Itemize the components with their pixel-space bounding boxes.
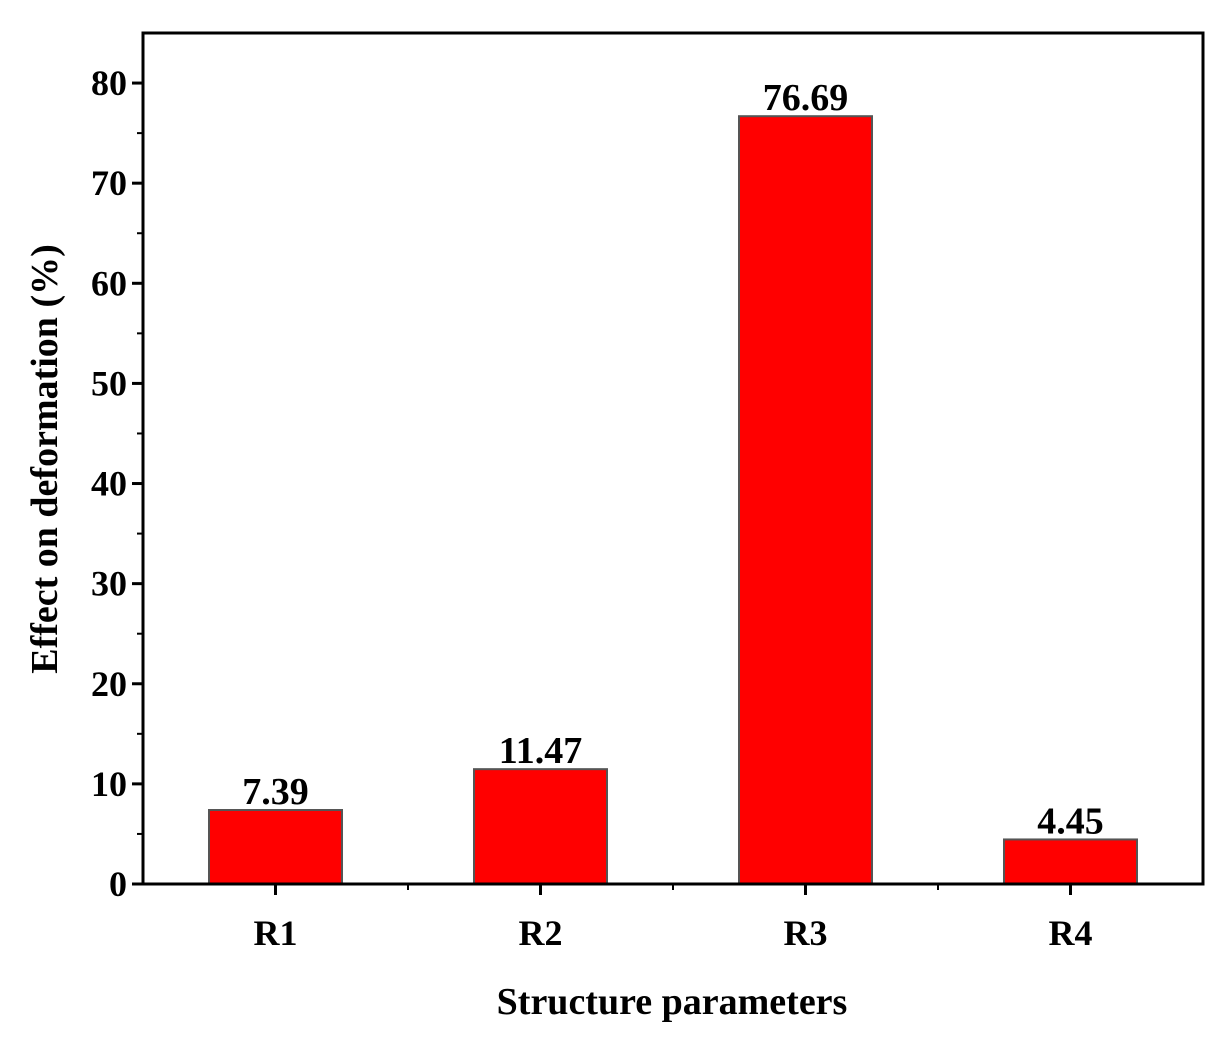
plot-frame <box>141 31 1205 886</box>
y-tick-label-80: 80 <box>91 63 127 103</box>
bar-r4 <box>1003 838 1138 885</box>
data-label-r2: 11.47 <box>499 730 582 772</box>
y-tick-label-40: 40 <box>91 464 127 504</box>
y-axis-title: Effect on deformation (%) <box>24 244 66 674</box>
data-label-r3: 76.69 <box>763 77 849 119</box>
data-label-r1: 7.39 <box>242 771 309 813</box>
y-tick-label-10: 10 <box>91 764 127 804</box>
y-tick-label-0: 0 <box>109 864 127 904</box>
bar-r3 <box>738 115 873 886</box>
x-axis-title: Structure parameters <box>497 981 848 1023</box>
data-labels-layer: 7.39 11.47 76.69 4.45 <box>242 77 1104 842</box>
x-tick-label-r4: R4 <box>1049 913 1093 953</box>
y-tick-label-60: 60 <box>91 263 127 303</box>
x-tick-label-r1: R1 <box>254 913 298 953</box>
data-label-r4: 4.45 <box>1037 800 1104 842</box>
axes-layer: R1 R2 R3 R4 0 10 20 30 40 50 60 70 80 <box>91 31 1205 953</box>
y-tick-label-30: 30 <box>91 564 127 604</box>
bar-r2 <box>473 768 608 885</box>
x-tick-label-r3: R3 <box>784 913 828 953</box>
x-tick-label-r2: R2 <box>519 913 563 953</box>
bars-layer <box>208 115 1138 886</box>
y-tick-label-50: 50 <box>91 363 127 403</box>
y-tick-label-70: 70 <box>91 163 127 203</box>
bar-r1 <box>208 809 343 885</box>
y-tick-label-20: 20 <box>91 664 127 704</box>
